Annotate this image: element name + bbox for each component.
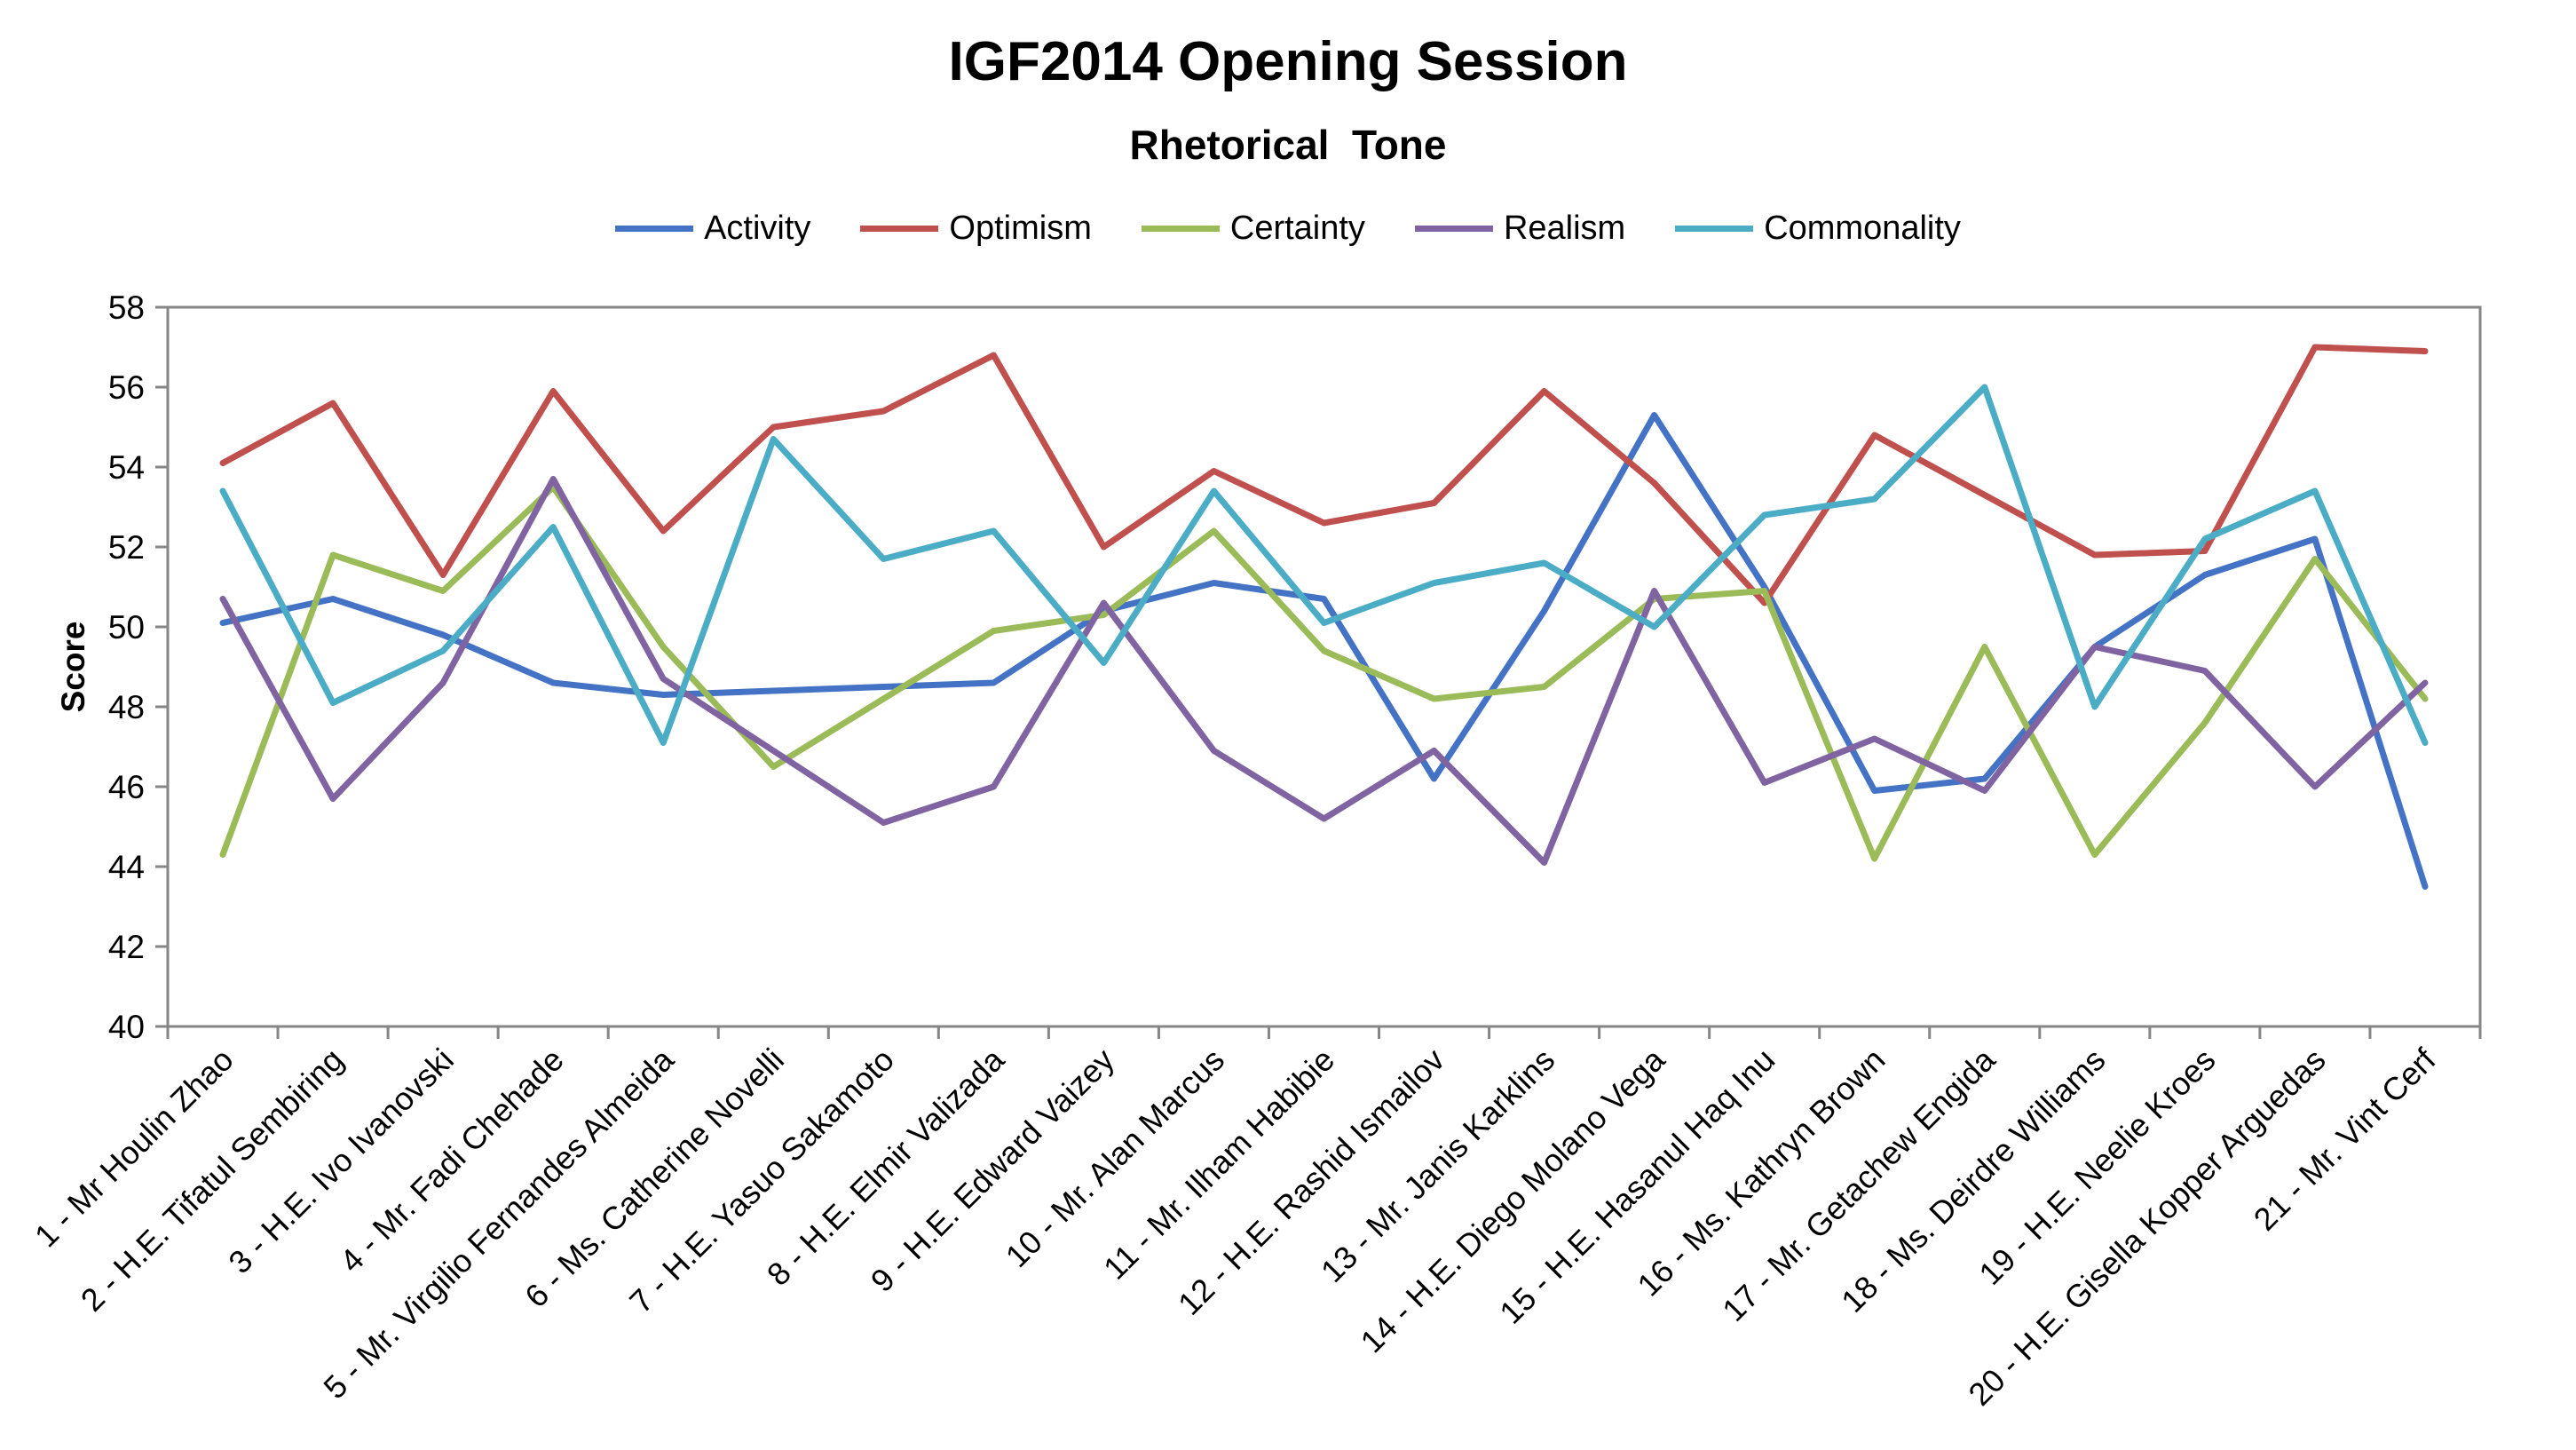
legend-label: Activity	[704, 210, 811, 247]
x-tick-label: 21 - Mr. Vint Cerf	[2247, 1041, 2444, 1238]
x-tick-label: 10 - Mr. Alan Marcus	[999, 1042, 1231, 1274]
y-tick-label: 48	[108, 689, 145, 725]
legend-label: Commonality	[1764, 210, 1961, 247]
legend-swatch	[1414, 226, 1493, 232]
y-axis-label: Score	[55, 622, 91, 713]
legend-swatch	[860, 226, 939, 232]
legend-item-realism: Realism	[1414, 210, 1626, 248]
legend-label: Certainty	[1229, 210, 1365, 247]
legend-item-commonality: Commonality	[1675, 210, 1961, 248]
legend-item-optimism: Optimism	[860, 210, 1092, 248]
y-tick-label: 40	[108, 1009, 145, 1045]
y-tick-label: 44	[108, 849, 145, 885]
chart-subtitle: Rhetorical Tone	[1129, 122, 1447, 168]
series-lines	[219, 344, 2429, 890]
y-tick-label: 56	[108, 369, 145, 406]
x-tick-label: 1 - Mr Houlin Zhao	[28, 1042, 241, 1255]
series-line-realism	[219, 476, 2429, 866]
series-line-certainty	[219, 484, 2429, 862]
legend-label: Optimism	[949, 210, 1092, 247]
plot-area-border	[166, 305, 2482, 1028]
y-tick-label: 54	[108, 449, 145, 486]
legend-item-activity: Activity	[615, 210, 810, 248]
legend-swatch	[615, 226, 694, 232]
y-tick-label: 50	[108, 609, 145, 646]
legend-label: Realism	[1503, 210, 1626, 247]
y-tick-label: 42	[108, 929, 145, 965]
legend-swatch	[1675, 226, 1754, 232]
series-line-commonality	[219, 384, 2429, 746]
y-tick-label: 46	[108, 769, 145, 805]
y-axis: 40 42 44 46 48 50 52 54 56 58	[108, 289, 168, 1045]
chart-title: IGF2014 Opening Session	[948, 31, 1628, 92]
y-tick-label: 58	[108, 289, 145, 326]
series-line-optimism	[219, 344, 2429, 606]
legend: Activity Optimism Certainty Realism Commonal…	[0, 210, 2576, 248]
legend-item-certainty: Certainty	[1141, 210, 1365, 248]
y-tick-label: 52	[108, 529, 145, 566]
legend-swatch	[1141, 226, 1220, 232]
